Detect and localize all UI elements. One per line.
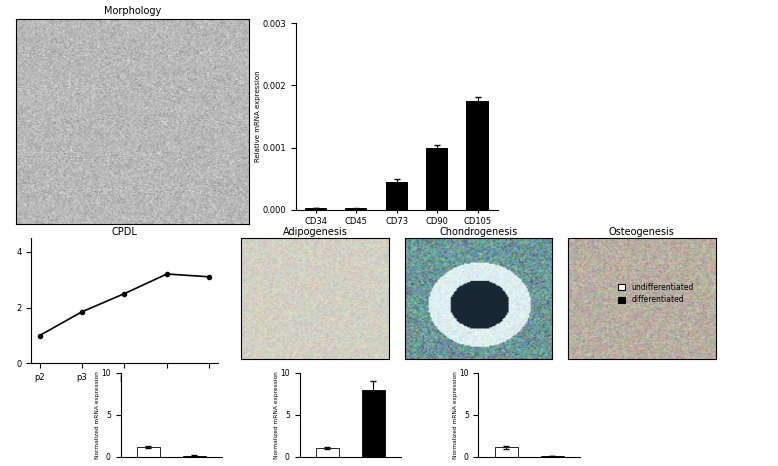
Title: Morphology: Morphology [103, 7, 161, 16]
Bar [305, 208, 327, 210]
Bar [137, 446, 159, 457]
Y-axis label: Normalized mRNA expression: Normalized mRNA expression [95, 371, 100, 459]
Bar [495, 447, 517, 457]
Title: Osteogenesis: Osteogenesis [609, 227, 675, 237]
Bar [386, 182, 408, 210]
Bar [316, 448, 338, 457]
Bar [467, 101, 489, 210]
Title: CPDL: CPDL [111, 227, 138, 237]
Legend: undifferentiated, differentiated: undifferentiated, differentiated [615, 280, 697, 308]
Title: Chondrogenesis: Chondrogenesis [440, 227, 517, 237]
Title: Adipogenesis: Adipogenesis [282, 227, 348, 237]
Bar [183, 456, 205, 457]
Y-axis label: Normalized mRNA expression: Normalized mRNA expression [274, 371, 279, 459]
Bar [426, 148, 448, 210]
Bar [345, 208, 367, 210]
Bar [362, 390, 384, 457]
Y-axis label: Normalized mRNA expression: Normalized mRNA expression [453, 371, 457, 459]
Y-axis label: Relative mRNA expression: Relative mRNA expression [254, 71, 261, 162]
